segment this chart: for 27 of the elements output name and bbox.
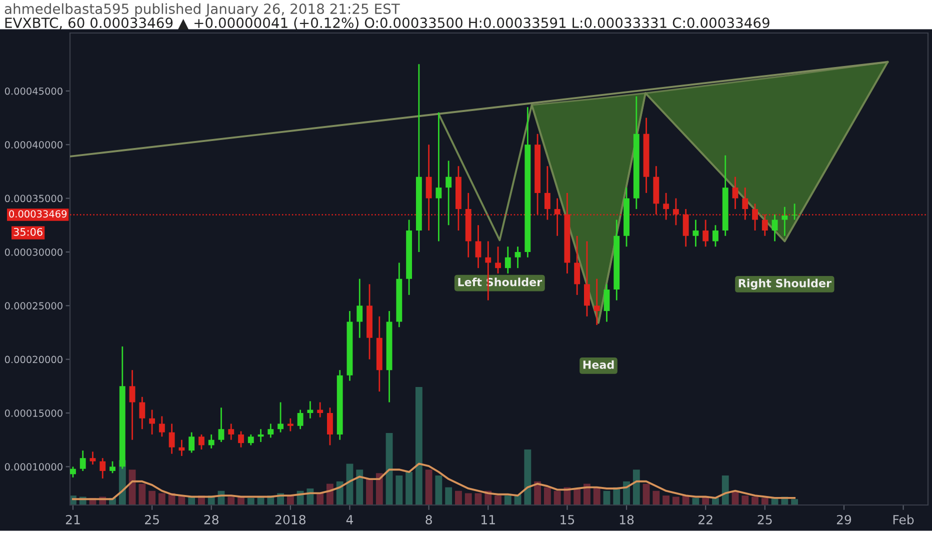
y-tick-label: 0.00030000 xyxy=(4,248,62,256)
x-tick-label: Feb xyxy=(893,514,914,524)
x-tick-label: 28 xyxy=(204,514,218,524)
x-tick-label: 11 xyxy=(482,515,495,524)
x-tick-label: 21 xyxy=(66,514,80,524)
y-tick-label: 0.00015000 xyxy=(4,409,62,417)
ref-line-label: 0.00033469 xyxy=(9,210,67,218)
x-tick-label: 8 xyxy=(426,514,432,524)
y-tick-label: 0.00025000 xyxy=(4,302,62,310)
x-tick-label: 22 xyxy=(698,514,712,524)
y-tick-label: 0.00040000 xyxy=(4,141,62,148)
annotation: Right Shoulder xyxy=(738,278,832,290)
x-tick-label: 29 xyxy=(836,514,852,524)
text: 35:06 xyxy=(14,228,42,236)
chart-subtitle: EVXBTC, 60 0.00033469 ▲ +0.00000041 (+0.12%) O:0.00033500 H:0.00033591 L:0.00033331 C:0.00033469 xyxy=(5,17,770,30)
annotation: Head xyxy=(583,360,614,369)
chart-title: ahmedelbasta595 published January 26, 2018 21:25 EST xyxy=(4,3,400,17)
x-tick-label: 25 xyxy=(758,514,772,524)
y-tick-label: 0.00020000 xyxy=(4,356,62,364)
y-tick-label: 0.00035000 xyxy=(4,194,62,202)
x-tick-label: 25 xyxy=(145,514,159,524)
y-tick-label: 0.00010000 xyxy=(4,463,62,471)
x-tick-label: 2018 xyxy=(275,514,306,524)
x-tick-label: 4 xyxy=(346,515,354,524)
y-tick-label: 0.00045000 xyxy=(4,87,62,95)
x-tick-label: 18 xyxy=(620,514,634,524)
x-tick-label: 15 xyxy=(560,515,574,524)
